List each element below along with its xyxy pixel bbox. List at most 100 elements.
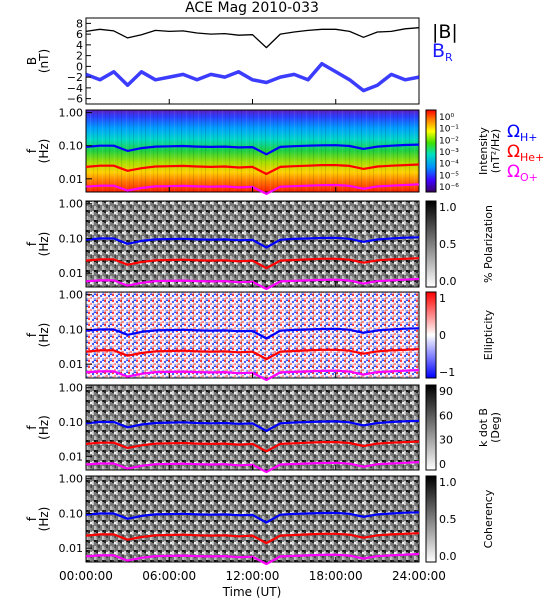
coherency-colorbar: [425, 475, 437, 563]
omega-h-line-k-dot-b: [85, 419, 420, 432]
intensity-colorbar-tick-label: 10⁻⁴: [439, 160, 459, 170]
legend-b: |B| BR: [432, 21, 458, 64]
k-dot-b-colorbar-tick-label: 60: [439, 409, 453, 422]
ellipticity-y-axis-label-line: f: [25, 332, 39, 337]
omega-h-line-coherency: [85, 511, 420, 524]
ellipticity-colorbar: [425, 291, 437, 379]
k-dot-b-colorbar-label-line: (Deg): [489, 412, 502, 443]
intensity-colorbar-label-line: Intensity: [477, 127, 490, 175]
polarization-colorbar-tick-label: 0.5: [439, 238, 457, 251]
intensity-y-tick-label: 0.10: [59, 140, 84, 153]
intensity-heatmap-texture: [86, 110, 419, 192]
polarization-colorbar-label: % Polarization: [482, 205, 495, 283]
k-dot-b-y-axis-label-line: (Hz): [37, 415, 51, 440]
intensity-colorbar-tick-label: 10⁻³: [439, 148, 459, 158]
omega-h-line-ellipticity: [85, 327, 420, 340]
intensity-colorbar-tick-label: 10⁻²: [439, 136, 459, 146]
data-lines-group: [85, 27, 420, 566]
ellipticity-y-tick-label: 0.10: [59, 323, 84, 336]
intensity-colorbar-label-line: (nT²/Hz): [489, 129, 502, 173]
coherency-y-axis-label: f(Hz): [25, 507, 51, 532]
omega-h-line-polarization: [85, 236, 420, 249]
x-tick-label: 06:00:00: [142, 569, 196, 583]
legend-b-total: |B|: [432, 21, 458, 43]
ellipticity-colorbar-tick-label: 1: [439, 292, 446, 305]
polarization-y-tick-label: 0.01: [59, 267, 84, 280]
coherency-colorbar-tick-label: 0.0: [439, 550, 457, 563]
omega-h-line-intensity: [85, 143, 420, 156]
b-total-line: [85, 27, 420, 49]
polarization-colorbar: [425, 200, 437, 288]
x-tick-label: 24:00:00: [392, 569, 446, 583]
polarization-y-tick-label: 1.00: [59, 198, 84, 211]
k-dot-b-colorbar-label: k dot B(Deg): [477, 408, 502, 447]
k-dot-b-colorbar: [425, 384, 437, 471]
coherency-colorbar-label-line: Coherency: [482, 489, 495, 548]
legend-b-radial: BR: [432, 40, 453, 64]
legend-omega: ΩH+ ΩHe+ ΩO+: [507, 122, 544, 184]
coherency-y-tick-label: 1.00: [59, 473, 84, 486]
legend-omega-o: ΩO+: [507, 162, 538, 184]
intensity-colorbar-tick-label: 10⁻⁶: [439, 183, 459, 193]
omega-he-line-coherency: [85, 532, 420, 545]
magnetic-field-panel-bg: [86, 18, 419, 104]
omega-he-line-k-dot-b: [85, 440, 420, 453]
intensity-y-tick-label: 1.00: [59, 107, 84, 120]
k-dot-b-y-tick-label: 1.00: [59, 382, 84, 395]
magnetic-field-y-tick-label: 0: [76, 60, 83, 73]
magnetic-field-y-tick-label: −4: [67, 82, 83, 95]
x-tick-label: 18:00:00: [309, 569, 363, 583]
k-dot-b-colorbar-tick-label: 0: [439, 458, 446, 471]
k-dot-b-colorbar-label-line: k dot B: [477, 408, 490, 447]
k-dot-b-heatmap-texture: [86, 385, 419, 470]
figure-title: ACE Mag 2010-033: [185, 0, 319, 16]
ellipticity-y-tick-label: 0.01: [59, 358, 84, 371]
magnetic-field-y-axis-label-line: B: [25, 57, 39, 65]
intensity-colorbar-tick-label: 10⁰: [439, 113, 454, 123]
intensity-colorbar-tick-label: 10⁻¹: [439, 125, 459, 135]
polarization-y-axis-label: f(Hz): [25, 232, 51, 257]
magnetic-field-y-axis-label-line: (nT): [37, 49, 51, 73]
omega-o-line-k-dot-b: [85, 461, 420, 474]
polarization-colorbar-tick-label: 1.0: [439, 201, 457, 214]
magnetic-field-y-tick-label: 8: [76, 17, 83, 30]
coherency-y-axis-label-line: f: [25, 516, 39, 521]
polarization-heatmap-texture: [86, 201, 419, 287]
ellipticity-colorbar-label-line: Ellipticity: [482, 309, 495, 360]
magnetic-field-y-axis-label: B(nT): [25, 49, 51, 73]
k-dot-b-colorbar-tick-label: 90: [439, 385, 453, 398]
coherency-y-axis-label-line: (Hz): [37, 507, 51, 532]
intensity-colorbar: [425, 109, 437, 193]
legend-omega-he: ΩHe+: [507, 142, 544, 164]
omega-o-line-coherency: [85, 552, 420, 566]
k-dot-b-y-axis-label: f(Hz): [25, 415, 51, 440]
panels-group: [85, 17, 437, 563]
intensity-y-tick-label: 0.01: [59, 173, 84, 186]
intensity-y-axis-label: f(Hz): [25, 139, 51, 164]
polarization-y-axis-label-line: f: [25, 241, 39, 246]
magnetic-field-y-tick-label: 4: [76, 39, 83, 52]
b-radial-line: [85, 61, 420, 93]
ellipticity-y-axis-label: f(Hz): [25, 323, 51, 348]
coherency-heatmap-texture: [86, 476, 419, 562]
intensity-colorbar-tick-label: 10⁻⁵: [439, 171, 459, 181]
k-dot-b-y-tick-label: 0.10: [59, 416, 84, 429]
magnetic-field-y-tick-label: 2: [76, 50, 83, 63]
ellipticity-y-axis-label-line: (Hz): [37, 323, 51, 348]
x-tick-label: 00:00:00: [59, 569, 113, 583]
magnetic-field-y-tick-label: 6: [76, 28, 83, 41]
omega-o-line-ellipticity: [85, 368, 420, 382]
polarization-y-tick-label: 0.10: [59, 232, 84, 245]
ellipticity-colorbar-tick-label: 0: [439, 329, 446, 342]
omega-o-line-intensity: [85, 183, 420, 195]
omega-he-line-polarization: [85, 257, 420, 270]
polarization-colorbar-label-line: % Polarization: [482, 205, 495, 283]
intensity-y-axis-label-line: f: [25, 148, 39, 153]
coherency-y-tick-label: 0.01: [59, 542, 84, 555]
coherency-colorbar-label: Coherency: [482, 489, 495, 548]
ellipticity-y-tick-label: 1.00: [59, 289, 84, 302]
polarization-y-axis-label-line: (Hz): [37, 232, 51, 257]
omega-o-line-polarization: [85, 277, 420, 291]
intensity-y-axis-label-line: (Hz): [37, 139, 51, 164]
